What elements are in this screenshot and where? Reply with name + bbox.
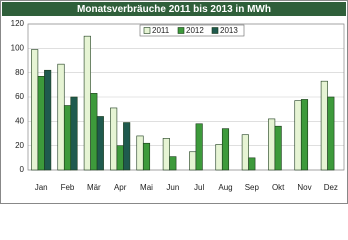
y-tick-label: 80 (15, 68, 24, 77)
chart-title: Monatsverbräuche 2011 bis 2013 in MWh (77, 4, 271, 15)
bar (70, 96, 78, 171)
title-banner (2, 2, 346, 16)
y-tick-label: 60 (15, 92, 24, 101)
bar (57, 63, 65, 171)
plot-border (27, 23, 345, 171)
legend-swatch (143, 27, 151, 34)
x-tick-label: Mär (87, 183, 101, 192)
bar (136, 135, 144, 171)
bar (241, 134, 249, 171)
legend-label: 2013 (220, 26, 238, 35)
bar (31, 49, 39, 171)
bar (83, 35, 91, 171)
bar (195, 123, 203, 171)
x-tick-label: Apr (114, 183, 127, 192)
x-tick-label: Okt (272, 183, 285, 192)
x-tick-label: Jul (194, 183, 204, 192)
y-tick-label: 100 (11, 43, 25, 52)
x-tick-label: Nov (297, 183, 311, 192)
x-tick-label: Jan (35, 183, 48, 192)
bar (189, 151, 197, 171)
bar (116, 145, 124, 171)
bar (110, 107, 118, 171)
x-tick-label: Dez (324, 183, 338, 192)
bar (96, 116, 104, 171)
bar (327, 96, 335, 171)
bar (142, 142, 151, 171)
bar (274, 125, 282, 171)
x-tick-label: Aug (218, 183, 232, 192)
legend-box (139, 24, 245, 37)
bar (123, 122, 131, 171)
bar (37, 76, 45, 171)
x-tick-label: Jun (166, 183, 179, 192)
bar (320, 80, 328, 171)
bar (294, 100, 302, 171)
y-tick-label: 120 (11, 19, 25, 28)
y-tick-label: 40 (15, 116, 24, 125)
bar (300, 99, 309, 171)
bar (268, 118, 276, 171)
bar (221, 128, 230, 171)
legend-label: 2011 (152, 26, 170, 35)
legend-label: 2012 (186, 26, 204, 35)
bar (63, 105, 72, 171)
x-tick-label: Mai (140, 183, 153, 192)
bar (248, 157, 256, 171)
bar (169, 156, 177, 171)
bar (44, 69, 52, 171)
chart: Monatsverbräuche 2011 bis 2013 in MWh 0 2… (0, 0, 348, 204)
bar (162, 138, 170, 171)
y-tick-label: 20 (15, 141, 24, 150)
legend-swatch (177, 27, 185, 34)
x-tick-label: Sep (245, 183, 260, 192)
x-tick-label: Feb (61, 183, 75, 192)
legend-swatch (211, 27, 219, 34)
bar (215, 144, 223, 171)
y-tick-label: 0 (20, 165, 25, 174)
bar (90, 93, 98, 171)
